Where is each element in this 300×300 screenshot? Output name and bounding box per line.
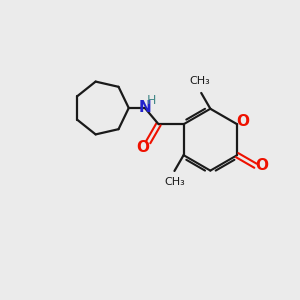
Text: CH₃: CH₃ [189, 76, 210, 86]
Text: H: H [147, 94, 156, 107]
Text: CH₃: CH₃ [164, 177, 185, 188]
Text: O: O [136, 140, 149, 155]
Text: O: O [256, 158, 268, 173]
Text: O: O [236, 114, 250, 129]
Text: N: N [139, 100, 151, 116]
